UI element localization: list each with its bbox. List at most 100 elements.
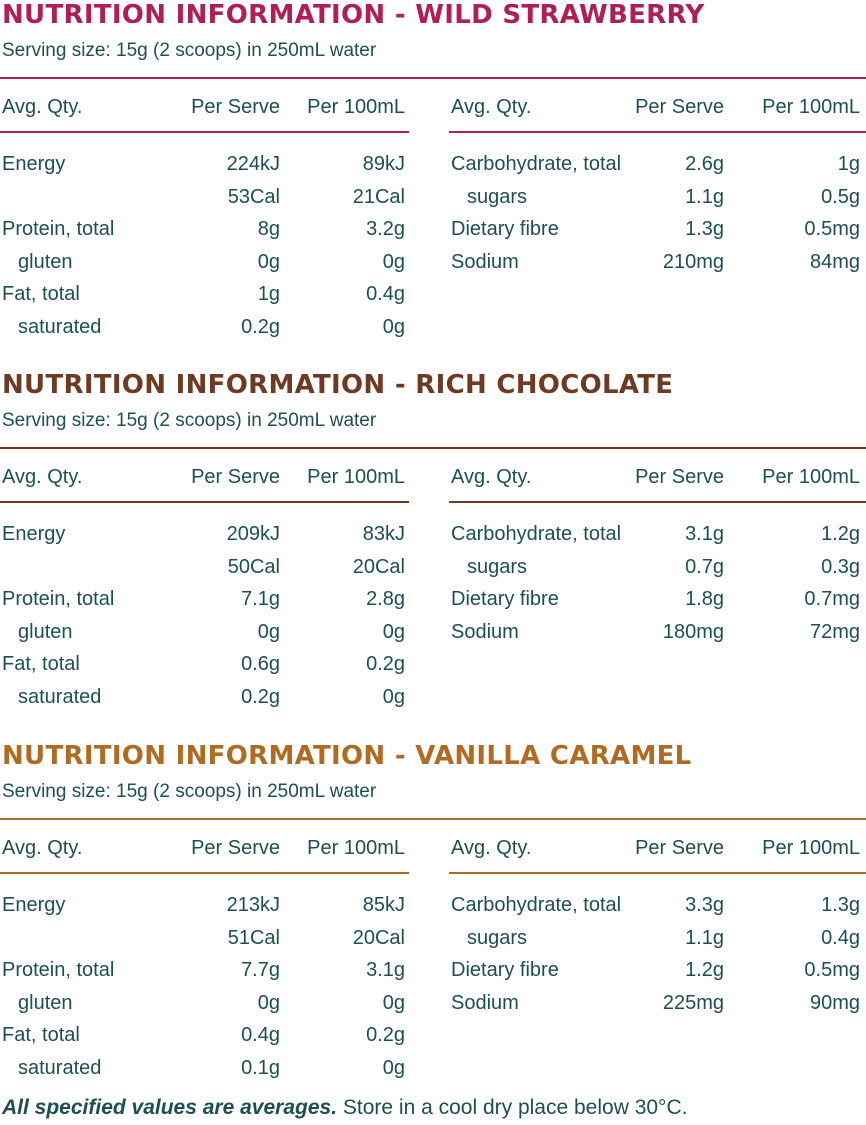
per-serve-value: 3.3g <box>685 894 724 916</box>
divider <box>449 501 866 503</box>
per-100ml-value: 1.3g <box>821 894 860 916</box>
per-serve-value: 0.7g <box>685 555 724 578</box>
per-serve-value: 1.1g <box>685 926 724 949</box>
nutrient-label: Carbohydrate, total <box>451 894 622 916</box>
per-100ml-value: 0.5mg <box>804 959 860 981</box>
serving-size: Serving size: 15g (2 scoops) in 250mL wa… <box>2 410 377 431</box>
divider <box>0 501 409 503</box>
column-header-per-serve: Per Serve <box>191 837 280 859</box>
per-serve-value: 0.2g <box>241 315 280 338</box>
nutrient-label: Protein, total <box>2 959 115 981</box>
nutrient-label: Dietary fibre <box>451 959 559 981</box>
column-header-per-serve: Per Serve <box>635 96 724 118</box>
nutrient-label: saturated <box>18 315 102 338</box>
nutrient-label: Sodium <box>451 250 519 273</box>
nutrient-label: Dietary fibre <box>451 588 559 610</box>
nutrient-label: sugars <box>467 185 528 208</box>
per-serve-value: 0.4g <box>241 1024 280 1046</box>
panel-title: NUTRITION INFORMATION - RICH CHOCOLATE <box>2 370 674 400</box>
panel-title: NUTRITION INFORMATION - VANILLA CARAMEL <box>2 741 692 771</box>
per-100ml-value: 3.1g <box>366 959 405 981</box>
per-100ml-value: 0.2g <box>366 1024 405 1046</box>
per-100ml-value: 0g <box>382 250 405 273</box>
column-header-per-serve: Per Serve <box>635 466 724 488</box>
per-100ml-value: 0.3g <box>821 555 860 578</box>
per-serve-value: 213kJ <box>226 894 280 916</box>
nutrient-label: Dietary fibre <box>451 218 559 240</box>
divider <box>449 131 866 133</box>
per-serve-value: 50Cal <box>227 555 280 578</box>
column-header-per-100ml: Per 100mL <box>307 837 405 859</box>
per-serve-value: 1.1g <box>685 185 724 208</box>
per-100ml-value: 85kJ <box>362 894 405 916</box>
per-100ml-value: 90mg <box>809 991 860 1014</box>
per-100ml-value: 89kJ <box>362 153 405 175</box>
averages-note: All specified values are averages. <box>2 1096 338 1119</box>
per-100ml-value: 0.2g <box>366 653 405 675</box>
nutrient-label: Energy <box>2 894 66 916</box>
per-100ml-value: 0.7mg <box>804 588 860 610</box>
per-serve-value: 1.2g <box>685 959 724 981</box>
per-100ml-value: 21Cal <box>352 185 405 208</box>
per-serve-value: 1.8g <box>685 588 724 610</box>
per-serve-value: 210mg <box>662 250 724 273</box>
nutrient-label: Sodium <box>451 620 519 643</box>
serving-size: Serving size: 15g (2 scoops) in 250mL wa… <box>2 40 377 61</box>
divider <box>0 872 409 874</box>
per-100ml-value: 0.4g <box>821 926 860 949</box>
column-header-qty: Avg. Qty. <box>2 96 83 118</box>
nutrient-label: Fat, total <box>2 283 80 305</box>
per-100ml-value: 20Cal <box>352 926 405 949</box>
column-header-per-100ml: Per 100mL <box>762 837 860 859</box>
nutrient-label: sugars <box>467 926 528 949</box>
column-header-qty: Avg. Qty. <box>451 96 532 118</box>
per-serve-value: 209kJ <box>226 523 280 545</box>
per-100ml-value: 0g <box>382 620 405 643</box>
per-serve-value: 0.2g <box>241 685 280 708</box>
per-100ml-value: 20Cal <box>352 555 405 578</box>
nutrient-label: Fat, total <box>2 1024 80 1046</box>
column-header-per-100ml: Per 100mL <box>762 466 860 488</box>
nutrient-label: gluten <box>18 250 73 273</box>
nutrient-label: Carbohydrate, total <box>451 523 622 545</box>
per-100ml-value: 1.2g <box>821 523 860 545</box>
divider <box>0 131 409 133</box>
per-serve-value: 0g <box>257 991 280 1014</box>
per-serve-value: 8g <box>257 218 280 240</box>
panel-title: NUTRITION INFORMATION - WILD STRAWBERRY <box>2 0 705 30</box>
divider <box>0 818 866 820</box>
column-header-per-100ml: Per 100mL <box>307 96 405 118</box>
per-100ml-value: 83kJ <box>362 523 405 545</box>
divider <box>0 447 866 449</box>
column-header-qty: Avg. Qty. <box>451 466 532 488</box>
nutrient-label: saturated <box>18 685 102 708</box>
per-100ml-value: 2.8g <box>366 588 405 610</box>
per-serve-value: 224kJ <box>226 153 280 175</box>
column-header-per-serve: Per Serve <box>191 466 280 488</box>
nutrient-label: saturated <box>18 1056 102 1079</box>
per-100ml-value: 0g <box>382 991 405 1014</box>
column-header-per-serve: Per Serve <box>191 96 280 118</box>
nutrient-label: Fat, total <box>2 653 80 675</box>
storage-footer: All specified values are averages. Store… <box>2 1096 687 1120</box>
column-header-qty: Avg. Qty. <box>2 466 83 488</box>
per-serve-value: 7.7g <box>241 959 280 981</box>
per-100ml-value: 84mg <box>809 250 860 273</box>
storage-note: Store in a cool dry place below 30°C. <box>342 1096 688 1119</box>
divider <box>449 872 866 874</box>
column-header-per-100ml: Per 100mL <box>307 466 405 488</box>
nutrient-label: sugars <box>467 555 528 578</box>
per-100ml-value: 0.4g <box>366 283 405 305</box>
nutrient-label: gluten <box>18 991 73 1014</box>
nutrient-label: Carbohydrate, total <box>451 153 622 175</box>
per-100ml-value: 0g <box>382 685 405 708</box>
serving-size: Serving size: 15g (2 scoops) in 250mL wa… <box>2 781 377 802</box>
column-header-per-100ml: Per 100mL <box>762 96 860 118</box>
per-serve-value: 180mg <box>662 620 724 643</box>
nutrient-label: Protein, total <box>2 588 115 610</box>
divider <box>0 77 866 79</box>
per-serve-value: 7.1g <box>241 588 280 610</box>
per-100ml-value: 72mg <box>809 620 860 643</box>
per-100ml-value: 0g <box>382 315 405 338</box>
per-serve-value: 0.1g <box>241 1056 280 1079</box>
